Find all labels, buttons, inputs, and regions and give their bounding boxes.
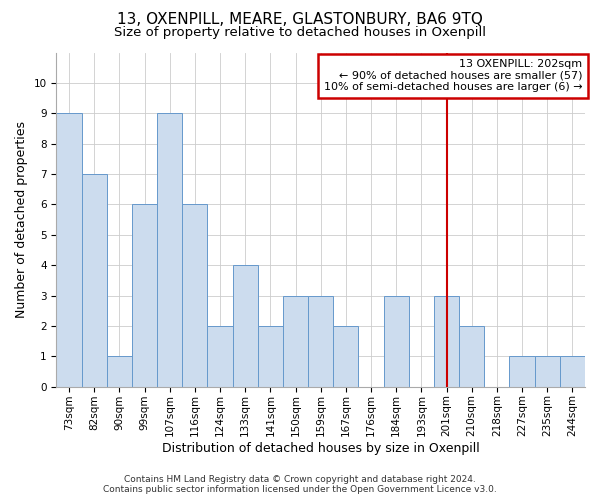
Bar — [157, 114, 182, 386]
Bar — [233, 265, 258, 386]
Bar — [82, 174, 107, 386]
Bar — [535, 356, 560, 386]
Text: Contains HM Land Registry data © Crown copyright and database right 2024.
Contai: Contains HM Land Registry data © Crown c… — [103, 474, 497, 494]
Text: 13 OXENPILL: 202sqm
← 90% of detached houses are smaller (57)
10% of semi-detach: 13 OXENPILL: 202sqm ← 90% of detached ho… — [324, 59, 583, 92]
Bar — [434, 296, 459, 386]
Bar — [459, 326, 484, 386]
Bar — [333, 326, 358, 386]
Bar — [208, 326, 233, 386]
Y-axis label: Number of detached properties: Number of detached properties — [15, 121, 28, 318]
Bar — [56, 114, 82, 386]
Bar — [560, 356, 585, 386]
Bar — [182, 204, 208, 386]
Bar — [258, 326, 283, 386]
Bar — [132, 204, 157, 386]
Bar — [509, 356, 535, 386]
Text: Size of property relative to detached houses in Oxenpill: Size of property relative to detached ho… — [114, 26, 486, 39]
Bar — [283, 296, 308, 386]
Bar — [107, 356, 132, 386]
Text: 13, OXENPILL, MEARE, GLASTONBURY, BA6 9TQ: 13, OXENPILL, MEARE, GLASTONBURY, BA6 9T… — [117, 12, 483, 28]
X-axis label: Distribution of detached houses by size in Oxenpill: Distribution of detached houses by size … — [162, 442, 479, 455]
Bar — [308, 296, 333, 386]
Bar — [383, 296, 409, 386]
